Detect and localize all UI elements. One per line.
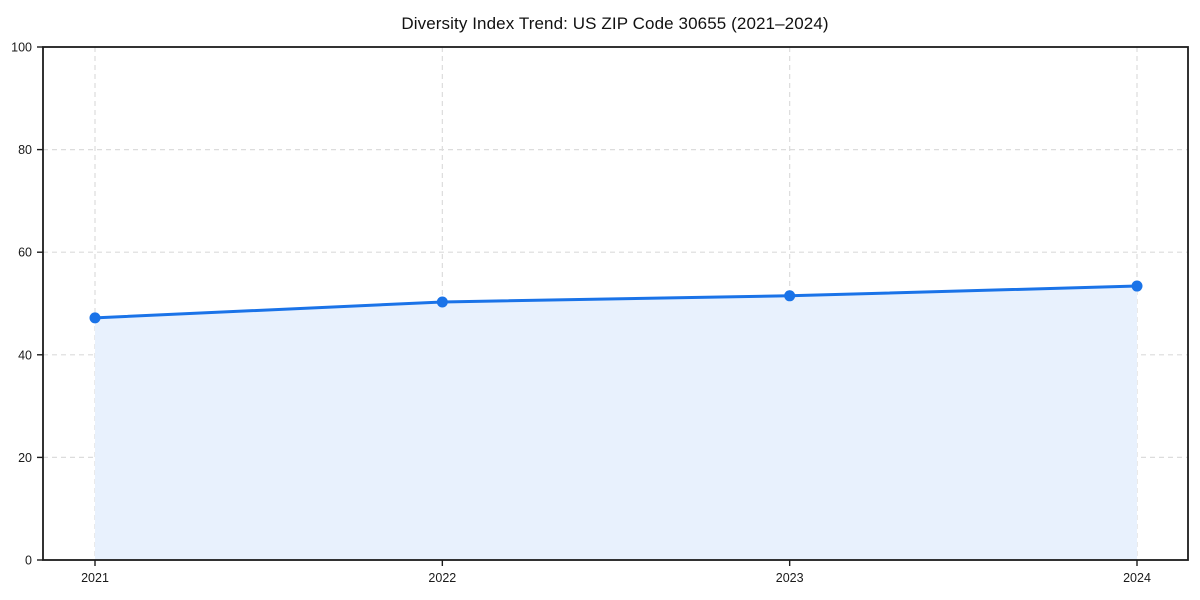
x-tick-label: 2023 <box>776 571 804 585</box>
area-fill <box>95 286 1137 560</box>
y-tick-label: 20 <box>18 451 32 465</box>
y-tick-label: 60 <box>18 246 32 260</box>
y-tick-label: 0 <box>25 554 32 568</box>
data-point-2023 <box>784 290 796 302</box>
y-tick-label: 40 <box>18 348 32 362</box>
trend-line <box>93 284 1139 320</box>
x-tick-label: 2021 <box>81 571 109 585</box>
data-point-2024 <box>1131 280 1143 292</box>
plot-border <box>42 46 1189 561</box>
x-tick-label: 2024 <box>1123 571 1151 585</box>
y-tick-label: 80 <box>18 143 32 157</box>
data-point-2021 <box>89 312 101 324</box>
x-tick-label: 2022 <box>428 571 456 585</box>
chart-title: Diversity Index Trend: US ZIP Code 30655… <box>401 14 829 33</box>
data-point-2022 <box>436 296 448 308</box>
y-tick-label: 100 <box>11 41 32 55</box>
